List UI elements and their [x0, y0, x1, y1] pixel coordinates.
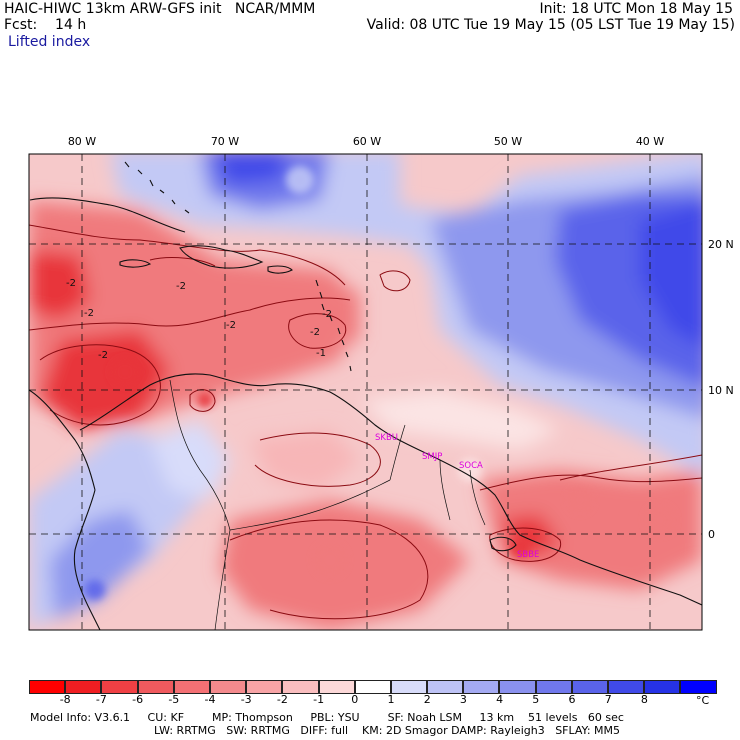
model-info-line-2: LW: RRTMG SW: RRTMG DIFF: full KM: 2D Sm…: [154, 724, 620, 737]
lat-label: 10 N: [708, 384, 734, 397]
colorbar-unit: °C: [696, 694, 710, 707]
contour-label: -2: [66, 278, 76, 289]
model-title: HAIC-HIWC 13km ARW-GFS init NCAR/MMM: [4, 1, 316, 17]
colorbar-swatch: [318, 680, 355, 694]
colorbar-swatch: [101, 680, 138, 694]
colorbar-swatch: [173, 680, 210, 694]
lon-label: 60 W: [353, 135, 381, 148]
colorbar-tick-label: 6: [568, 693, 576, 706]
lon-label: 70 W: [211, 135, 239, 148]
colorbar-swatch: [680, 680, 717, 694]
colorbar-tick-label: -1: [313, 693, 325, 706]
station-label: SOCA: [459, 461, 483, 471]
colorbar-swatch: [535, 680, 572, 694]
colorbar-tick-label: -6: [132, 693, 144, 706]
colorbar-swatch: [463, 680, 500, 694]
colorbar-tick-label: -7: [95, 693, 107, 706]
colorbar-tick-label: 0: [351, 693, 359, 706]
colorbar-tick-label: 2: [423, 693, 431, 706]
contour-label: -2: [176, 281, 186, 292]
colorbar-swatch: [29, 680, 66, 694]
colorbar-tick-label: -5: [168, 693, 180, 706]
lon-label: 40 W: [636, 135, 664, 148]
colorbar-tick-label: -3: [240, 693, 252, 706]
valid-time: Valid: 08 UTC Tue 19 May 15 (05 LST Tue …: [366, 17, 735, 33]
colorbar-tick-label: -8: [59, 693, 71, 706]
contour-label: -2: [322, 309, 332, 320]
lifted-index-field: -2 -2 -2 -2 -2 -2 -1 -2 SKBU SMJP SOCA S…: [29, 154, 702, 630]
lat-label: 0: [708, 528, 715, 541]
colorbar-tick-label: 4: [496, 693, 504, 706]
colorbar-swatch: [608, 680, 645, 694]
map-frame: [28, 153, 703, 631]
lat-lon-grid: [29, 154, 702, 630]
lon-label: 80 W: [68, 135, 96, 148]
colorbar-tick-label: 1: [387, 693, 395, 706]
contour-lines: [29, 224, 702, 620]
colorbar-tick-label: -2: [276, 693, 288, 706]
colorbar-swatch: [390, 680, 428, 694]
colorbar-tick-label: 5: [532, 693, 540, 706]
station-label: SKBU: [375, 433, 398, 443]
contour-label: -2: [98, 350, 108, 361]
station-label: SBBE: [517, 550, 539, 560]
init-time: Init: 18 UTC Mon 18 May 15: [539, 1, 733, 17]
contour-label: -2: [226, 320, 236, 331]
colorbar-swatch: [427, 680, 464, 694]
colorbar-swatch: [571, 680, 608, 694]
colorbar-swatch: [644, 680, 681, 694]
coastlines: [29, 161, 702, 630]
colorbar-tick-label: -4: [204, 693, 216, 706]
colorbar-tick-label: 3: [459, 693, 467, 706]
contour-label: -2: [310, 327, 320, 338]
colorbar-swatch: [282, 680, 319, 694]
colorbar-tick-label: 7: [604, 693, 612, 706]
contour-label: -1: [316, 348, 326, 359]
forecast-label: Fcst: 14 h: [4, 17, 87, 33]
field-name: Lifted index: [8, 34, 91, 50]
lat-label: 20 N: [708, 238, 734, 251]
contour-label: -2: [84, 308, 94, 319]
colorbar-swatch: [209, 680, 247, 694]
colorbar-swatch: [354, 680, 391, 694]
colorbar-swatch: [499, 680, 536, 694]
station-label: SMJP: [422, 452, 442, 462]
model-info-line-1: Model Info: V3.6.1 CU: KF MP: Thompson P…: [30, 711, 624, 724]
colorbar-swatch: [65, 680, 102, 694]
colorbar-tick-label: 8: [640, 693, 648, 706]
colorbar-swatch: [137, 680, 174, 694]
colorbar: [29, 680, 717, 694]
lon-label: 50 W: [494, 135, 522, 148]
colorbar-swatch: [246, 680, 283, 694]
